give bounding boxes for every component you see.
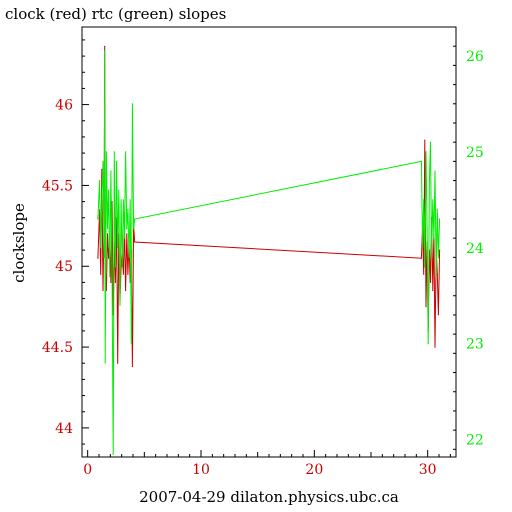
data-point-clock bbox=[436, 273, 438, 275]
data-point-rtc bbox=[134, 218, 136, 220]
data-point-rtc bbox=[436, 208, 438, 210]
data-point-rtc bbox=[129, 199, 131, 201]
y-tick-label: 44.5 bbox=[42, 340, 73, 356]
data-point-rtc bbox=[101, 199, 103, 201]
data-point-clock bbox=[432, 289, 434, 292]
data-point-rtc bbox=[104, 50, 106, 52]
data-point-clock bbox=[420, 257, 422, 259]
data-point-rtc bbox=[108, 189, 110, 191]
data-point-rtc bbox=[114, 266, 116, 268]
data-point-clock bbox=[110, 281, 112, 283]
x-tick-label: 0 bbox=[83, 462, 92, 478]
y-tick-label: 45 bbox=[55, 259, 73, 275]
data-point-clock bbox=[424, 139, 426, 141]
data-point-rtc bbox=[100, 247, 102, 249]
data-point-rtc bbox=[123, 237, 126, 239]
data-point-rtc bbox=[434, 170, 436, 172]
data-point-clock bbox=[125, 289, 127, 292]
y2-tick-label: 23 bbox=[466, 337, 484, 353]
data-point-rtc bbox=[126, 228, 128, 230]
data-point-rtc bbox=[131, 103, 133, 105]
data-point-clock bbox=[122, 273, 124, 275]
data-point-clock bbox=[102, 289, 104, 292]
y-tick-label: 45.5 bbox=[42, 178, 73, 194]
data-point-rtc bbox=[437, 256, 439, 258]
y-tick-label: 44 bbox=[55, 421, 73, 437]
chart-title: clock (red) rtc (green) slopes bbox=[5, 5, 226, 23]
data-point-rtc bbox=[121, 266, 123, 268]
data-point-rtc bbox=[133, 228, 135, 230]
x-tick-label: 10 bbox=[192, 462, 210, 478]
axes-layer: 0 10 20 30 44 44.5 45 45.5 46 22 23 24 25 26 bbox=[42, 26, 484, 478]
data-point-clock bbox=[434, 346, 436, 348]
data-point-clock bbox=[97, 257, 99, 259]
series-line-rtc bbox=[97, 50, 441, 455]
y2-tick-label: 26 bbox=[466, 49, 484, 65]
y2-tick-label: 25 bbox=[466, 145, 484, 161]
data-point-rtc bbox=[130, 343, 132, 345]
data-point-rtc bbox=[119, 304, 121, 306]
data-point-rtc bbox=[425, 151, 427, 153]
data-point-rtc bbox=[112, 453, 114, 455]
data-point-clock bbox=[100, 273, 102, 275]
y-axis-label: clockslope bbox=[10, 203, 28, 283]
data-point-rtc bbox=[433, 237, 435, 239]
x-tick-label: 30 bbox=[419, 462, 437, 478]
data-point-rtc bbox=[427, 343, 429, 345]
data-point-rtc bbox=[429, 141, 432, 143]
y2-tick-label: 22 bbox=[466, 433, 484, 449]
data-point-rtc bbox=[435, 276, 437, 278]
data-point-clock bbox=[108, 257, 110, 259]
data-point-rtc bbox=[423, 199, 425, 201]
data-point-clock bbox=[117, 362, 119, 364]
data-point-rtc bbox=[420, 160, 422, 162]
data-point-clock bbox=[439, 249, 441, 251]
data-point-rtc bbox=[116, 160, 118, 162]
data-point-clock bbox=[114, 281, 116, 283]
data-point-clock bbox=[106, 233, 109, 235]
data-point-rtc bbox=[431, 256, 433, 258]
data-point-rtc bbox=[117, 247, 119, 249]
data-point-rtc bbox=[113, 151, 115, 153]
data-point-rtc bbox=[103, 256, 105, 258]
data-point-clock bbox=[131, 365, 133, 368]
data-point-rtc bbox=[426, 228, 428, 230]
data-point-clock bbox=[425, 306, 427, 308]
data-point-rtc bbox=[111, 266, 113, 268]
data-point-clock bbox=[104, 45, 106, 48]
data-point-rtc bbox=[424, 266, 426, 268]
series-line-clock bbox=[97, 46, 441, 367]
data-point-clock bbox=[126, 233, 128, 235]
data-point-rtc bbox=[104, 362, 106, 364]
data-point-rtc bbox=[105, 151, 107, 153]
data-point-rtc bbox=[102, 160, 104, 162]
data-point-rtc bbox=[128, 256, 130, 258]
data-point-rtc bbox=[432, 199, 434, 201]
data-point-rtc bbox=[428, 180, 430, 182]
data-point-clock bbox=[134, 241, 136, 243]
data-point-clock bbox=[127, 273, 129, 275]
data-point-rtc bbox=[422, 247, 424, 249]
series-layer bbox=[97, 45, 441, 455]
data-point-clock bbox=[101, 168, 103, 170]
data-point-clock bbox=[423, 273, 425, 275]
data-point-rtc bbox=[127, 208, 129, 210]
data-point-rtc bbox=[118, 189, 120, 191]
x-tick-label: 20 bbox=[305, 462, 323, 478]
data-point-rtc bbox=[97, 218, 99, 220]
x-axis-label: 2007-04-29 dilaton.physics.ubc.ca bbox=[139, 488, 399, 506]
y-tick-label: 46 bbox=[55, 98, 73, 114]
data-point-rtc bbox=[120, 199, 122, 201]
data-point-rtc bbox=[439, 218, 441, 220]
data-point-rtc bbox=[99, 180, 101, 182]
data-point-clock bbox=[437, 314, 439, 316]
y2-tick-label: 24 bbox=[466, 241, 484, 257]
data-point-rtc bbox=[110, 170, 112, 172]
data-point-rtc bbox=[125, 151, 127, 153]
data-point-rtc bbox=[109, 276, 111, 278]
data-point-rtc bbox=[122, 199, 124, 201]
data-point-rtc bbox=[106, 228, 109, 230]
data-point-clock bbox=[429, 281, 432, 283]
